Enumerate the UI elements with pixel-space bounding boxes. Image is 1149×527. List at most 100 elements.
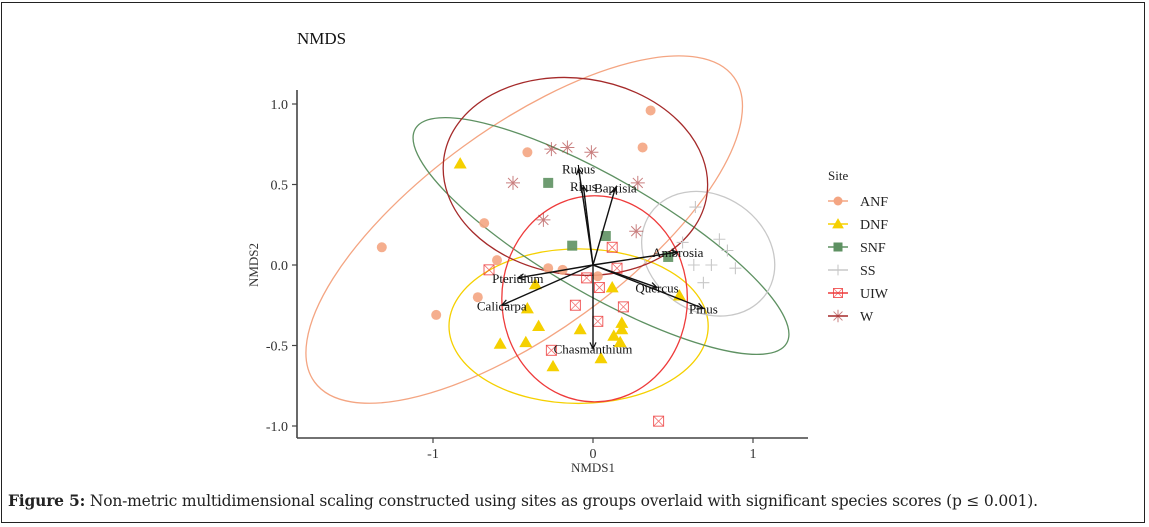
vector-label: Rhus	[570, 179, 597, 194]
point-uiw	[592, 315, 604, 327]
point-ss	[697, 276, 710, 289]
point-uiw	[545, 344, 557, 356]
point-w	[629, 224, 644, 239]
point-dnf	[615, 322, 629, 335]
vector-arrow	[592, 187, 617, 266]
ellipses-layer	[305, 55, 790, 405]
vector-label: Pteridium	[492, 271, 543, 286]
legend-label: DNF	[860, 218, 888, 233]
vector-chasmanthium: Chasmanthium	[554, 265, 633, 357]
y-tick-label: 0.0	[271, 259, 289, 274]
vector-label: Calicarpa	[477, 298, 527, 313]
arrowhead	[580, 184, 588, 193]
vector-baptisia: Baptisia	[592, 181, 637, 266]
legend-item-snf: SNF	[828, 241, 886, 256]
x-tick-label: 1	[750, 447, 757, 462]
vector-label: Ambrosia	[652, 245, 704, 260]
point-dnf	[528, 277, 542, 290]
x-tick-label: 0	[590, 447, 597, 462]
vector-arrow	[592, 251, 678, 266]
point-dnf	[615, 316, 629, 328]
point-w	[630, 175, 645, 190]
vector-label: Baptisia	[594, 181, 637, 196]
legend-key-marker	[831, 309, 845, 323]
point-uiw	[593, 282, 605, 294]
point-w	[584, 145, 599, 160]
y-tick-label: 1.0	[271, 98, 289, 113]
vector-pteridium: Pteridium	[492, 264, 594, 286]
caption-label: Figure 5:	[8, 491, 86, 510]
point-w	[536, 212, 551, 227]
arrowhead	[696, 302, 705, 310]
legend-label: UIW	[860, 287, 889, 302]
ellipse-ss	[640, 190, 776, 317]
point-anf	[376, 242, 387, 253]
legend-key-marker	[833, 196, 843, 206]
point-uiw	[483, 264, 495, 276]
point-anf	[472, 292, 483, 303]
vector-label: Pinus	[689, 301, 718, 316]
y-tick-label: 0.5	[271, 179, 289, 194]
point-dnf	[520, 301, 534, 314]
legend-key-marker	[833, 242, 843, 252]
y-axis-label: NMDS2	[246, 243, 261, 287]
legend: Site ANF DNF SNF SS UIW W	[828, 168, 889, 325]
point-ss	[687, 259, 700, 271]
ellipse-dnf	[448, 248, 709, 405]
vector-ambrosia: Ambrosia	[592, 245, 704, 266]
vector-arrow	[592, 264, 704, 310]
points-layer	[376, 105, 742, 427]
vector-label: Chasmanthium	[554, 342, 633, 357]
vector-calicarpa: Calicarpa	[477, 264, 594, 313]
point-anf	[479, 218, 490, 229]
vector-arrow	[517, 264, 594, 279]
arrowhead	[670, 249, 680, 257]
point-dnf	[605, 281, 619, 293]
point-dnf	[613, 335, 627, 348]
point-uiw	[581, 272, 593, 284]
arrowhead	[516, 273, 525, 281]
ticks-layer: -1 0 1 -1.0 -0.5 0.0 0.5 1.0	[266, 98, 757, 462]
x-axis-label: NMDS1	[571, 460, 615, 475]
legend-label: W	[860, 310, 874, 325]
point-anf	[637, 142, 648, 153]
point-snf	[663, 251, 674, 262]
point-dnf	[493, 337, 507, 349]
point-anf	[522, 147, 533, 158]
legend-key-marker	[833, 288, 843, 298]
point-dnf	[532, 319, 546, 332]
figure-caption: Figure 5: Non-metric multidimensional sc…	[8, 491, 1038, 510]
legend-label: SNF	[860, 241, 886, 256]
vector-label: Quercus	[635, 281, 678, 296]
point-snf	[600, 231, 611, 242]
point-dnf	[519, 335, 533, 348]
x-tick-label: -1	[427, 447, 439, 462]
point-ss	[676, 236, 689, 249]
point-ss	[689, 201, 702, 214]
point-dnf	[453, 157, 467, 169]
legend-item-dnf: DNF	[828, 218, 888, 233]
point-ss	[721, 244, 734, 257]
legend-key-marker	[832, 218, 844, 229]
point-w	[506, 175, 520, 190]
vector-arrow	[582, 186, 594, 266]
point-uiw	[569, 299, 581, 311]
point-anf	[592, 271, 603, 282]
point-uiw	[617, 301, 629, 313]
ellipse-anf	[305, 55, 744, 404]
point-anf	[645, 105, 656, 116]
point-dnf	[546, 359, 560, 372]
point-ss	[729, 262, 742, 275]
point-anf	[431, 309, 442, 320]
legend-item-uiw: UIW	[828, 287, 889, 302]
vector-rhus: Rhus	[570, 179, 597, 266]
point-dnf	[573, 322, 587, 335]
arrowhead	[575, 167, 584, 176]
caption-text: Non-metric multidimensional scaling cons…	[85, 492, 1038, 510]
point-ss	[713, 233, 726, 246]
arrowhead	[589, 342, 597, 351]
vector-arrow	[501, 264, 594, 306]
